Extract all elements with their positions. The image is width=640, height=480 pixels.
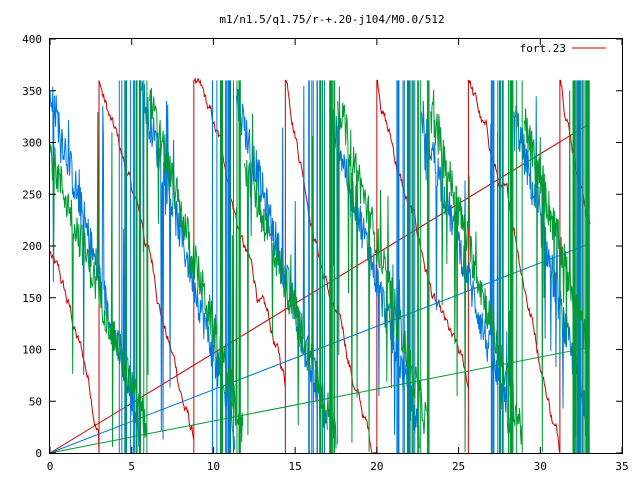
y-tick-label: 100 bbox=[22, 344, 42, 357]
series-1-segment-3 bbox=[328, 80, 420, 453]
x-tick-label: 35 bbox=[615, 460, 628, 473]
legend-label-fort23: fort.23 bbox=[520, 42, 566, 55]
x-tick-label: 30 bbox=[534, 460, 547, 473]
x-tick-label: 20 bbox=[370, 460, 383, 473]
x-tick-label: 5 bbox=[128, 460, 135, 473]
y-tick-label: 300 bbox=[22, 137, 42, 150]
y-tick-label: 400 bbox=[22, 33, 42, 46]
series-layer bbox=[49, 76, 591, 455]
y-tick-label: 250 bbox=[22, 188, 42, 201]
series-2-segment-0 bbox=[49, 80, 149, 453]
y-tick-label: 50 bbox=[29, 395, 42, 408]
y-tick-label: 150 bbox=[22, 292, 42, 305]
chart-title: m1/n1.5/q1.75/r-+.20-j104/M0.0/512 bbox=[219, 13, 444, 26]
x-tick-label: 25 bbox=[452, 460, 465, 473]
series-1-segment-5 bbox=[513, 80, 590, 453]
x-tick-label: 10 bbox=[207, 460, 220, 473]
series-2-segment-2 bbox=[243, 80, 337, 453]
series-2-segment-1 bbox=[149, 80, 244, 453]
y-tick-label: 0 bbox=[35, 447, 42, 460]
series-2-segment-5 bbox=[523, 80, 590, 453]
y-tick-label: 200 bbox=[22, 240, 42, 253]
x-tick-label: 15 bbox=[289, 460, 302, 473]
x-tick-label: 0 bbox=[47, 460, 54, 473]
series-2-segment-3 bbox=[337, 80, 430, 453]
y-tick-label: 350 bbox=[22, 85, 42, 98]
legend: fort.23 bbox=[520, 42, 606, 55]
series-2-segment-4 bbox=[430, 80, 523, 453]
plot-frame bbox=[49, 38, 623, 454]
